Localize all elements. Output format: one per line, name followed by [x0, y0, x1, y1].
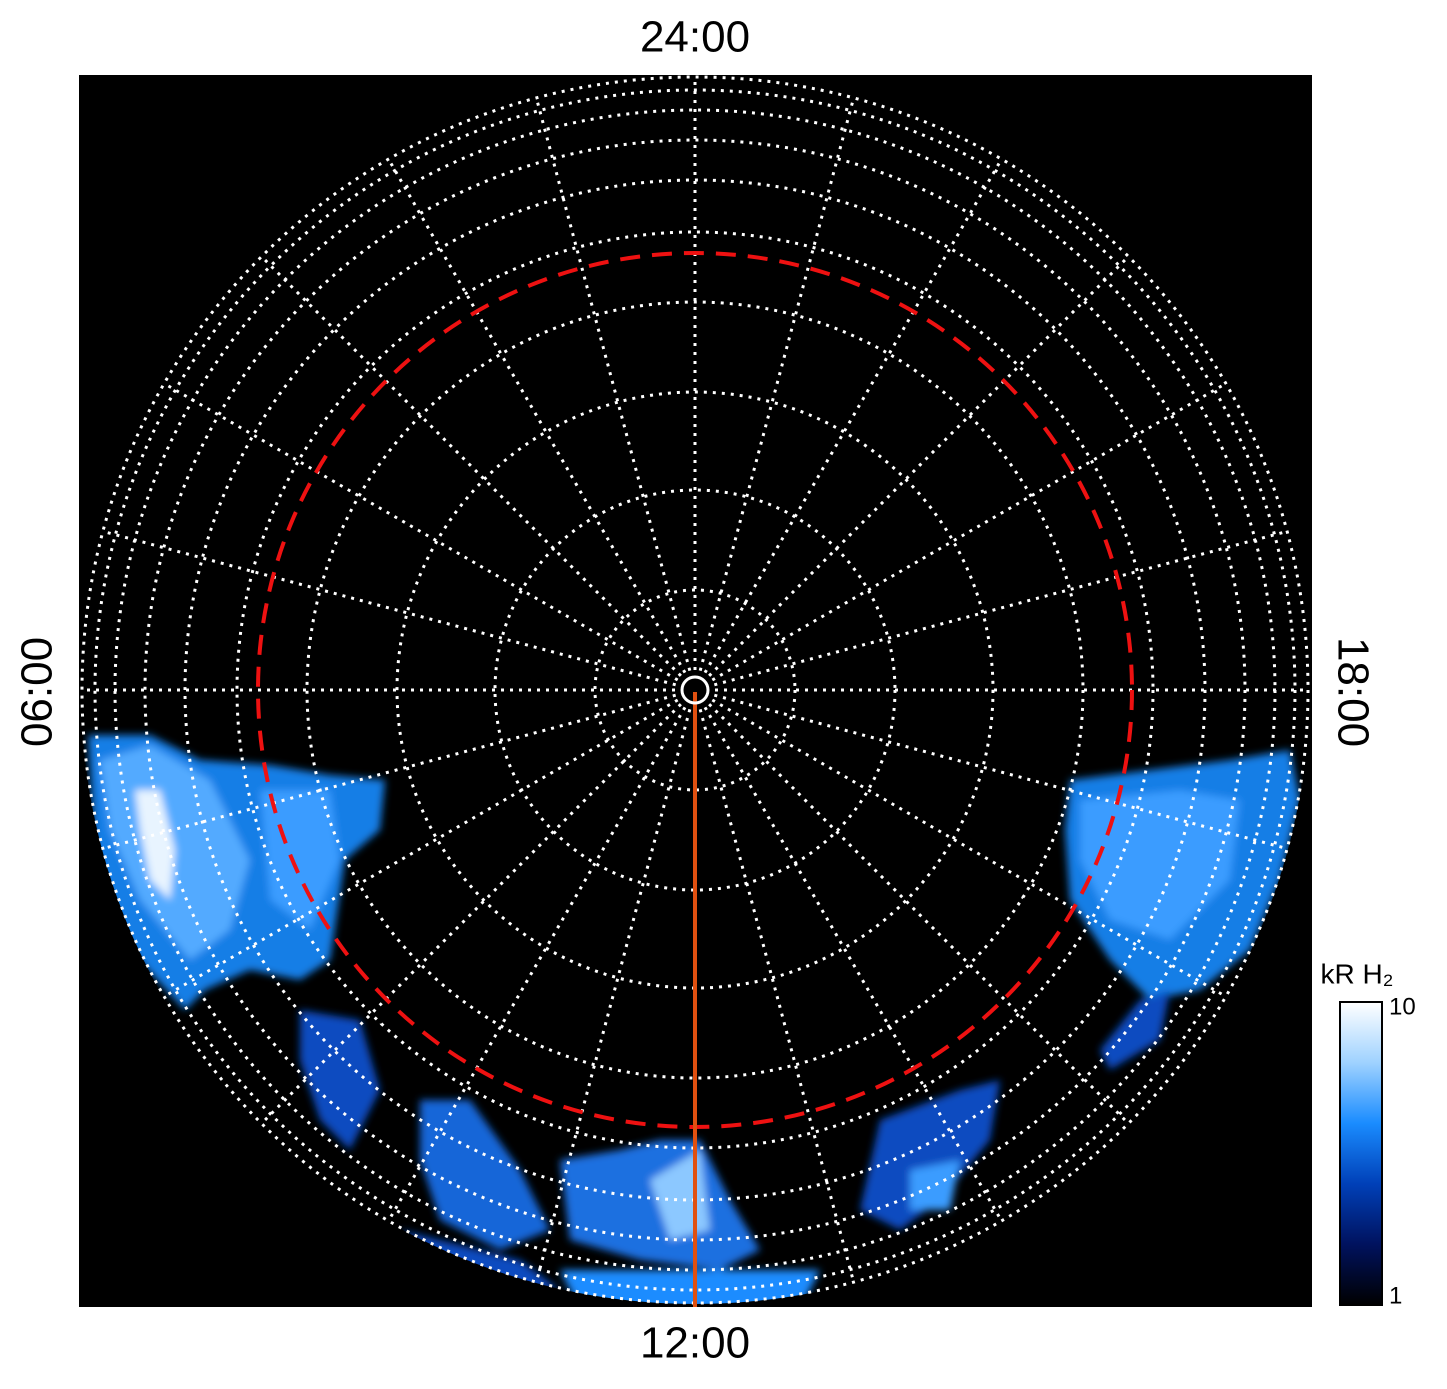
grid-circle [395, 390, 995, 990]
colorbar-label: kR H₂ [1320, 958, 1393, 989]
grid-spoke [713, 693, 1289, 851]
grid-spoke [386, 157, 687, 674]
grid-circle [80, 75, 1310, 1305]
top-label: 24:00 [640, 13, 750, 62]
grid-spoke [534, 96, 692, 672]
grid-spoke [386, 706, 687, 1223]
grid-circle [235, 230, 1155, 1150]
left-label: 06:00 [13, 637, 62, 747]
grid-circle [143, 138, 1247, 1242]
grid-spoke [162, 698, 679, 999]
colorbar [1339, 1001, 1383, 1306]
grid-circle [593, 588, 797, 792]
grid-spoke [534, 708, 692, 1284]
grid-spoke [698, 708, 856, 1284]
pole-marker [680, 675, 710, 705]
bottom-label: 12:00 [640, 1319, 750, 1368]
emission [88, 735, 1300, 1304]
grid-spoke [101, 693, 677, 851]
grid-spoke [698, 96, 856, 672]
grid-spoke [711, 381, 1228, 682]
grid-spoke [259, 703, 682, 1126]
grid-spoke [713, 529, 1289, 687]
grid-circle [305, 300, 1085, 1080]
colorbar-tick-label: 10 [1389, 993, 1416, 1020]
grid-circle [93, 88, 1297, 1292]
grid-spoke [101, 529, 677, 687]
grid-spoke [703, 706, 1004, 1223]
grid-spoke [711, 698, 1228, 999]
grid-spoke [708, 703, 1131, 1126]
grid-spoke [162, 381, 679, 682]
grid-spoke [708, 254, 1131, 677]
right-label: 18:00 [1328, 637, 1377, 747]
grid-spoke [259, 254, 682, 677]
colorbar-tick-label: 1 [1389, 1282, 1402, 1309]
grid-spoke [703, 157, 1004, 674]
